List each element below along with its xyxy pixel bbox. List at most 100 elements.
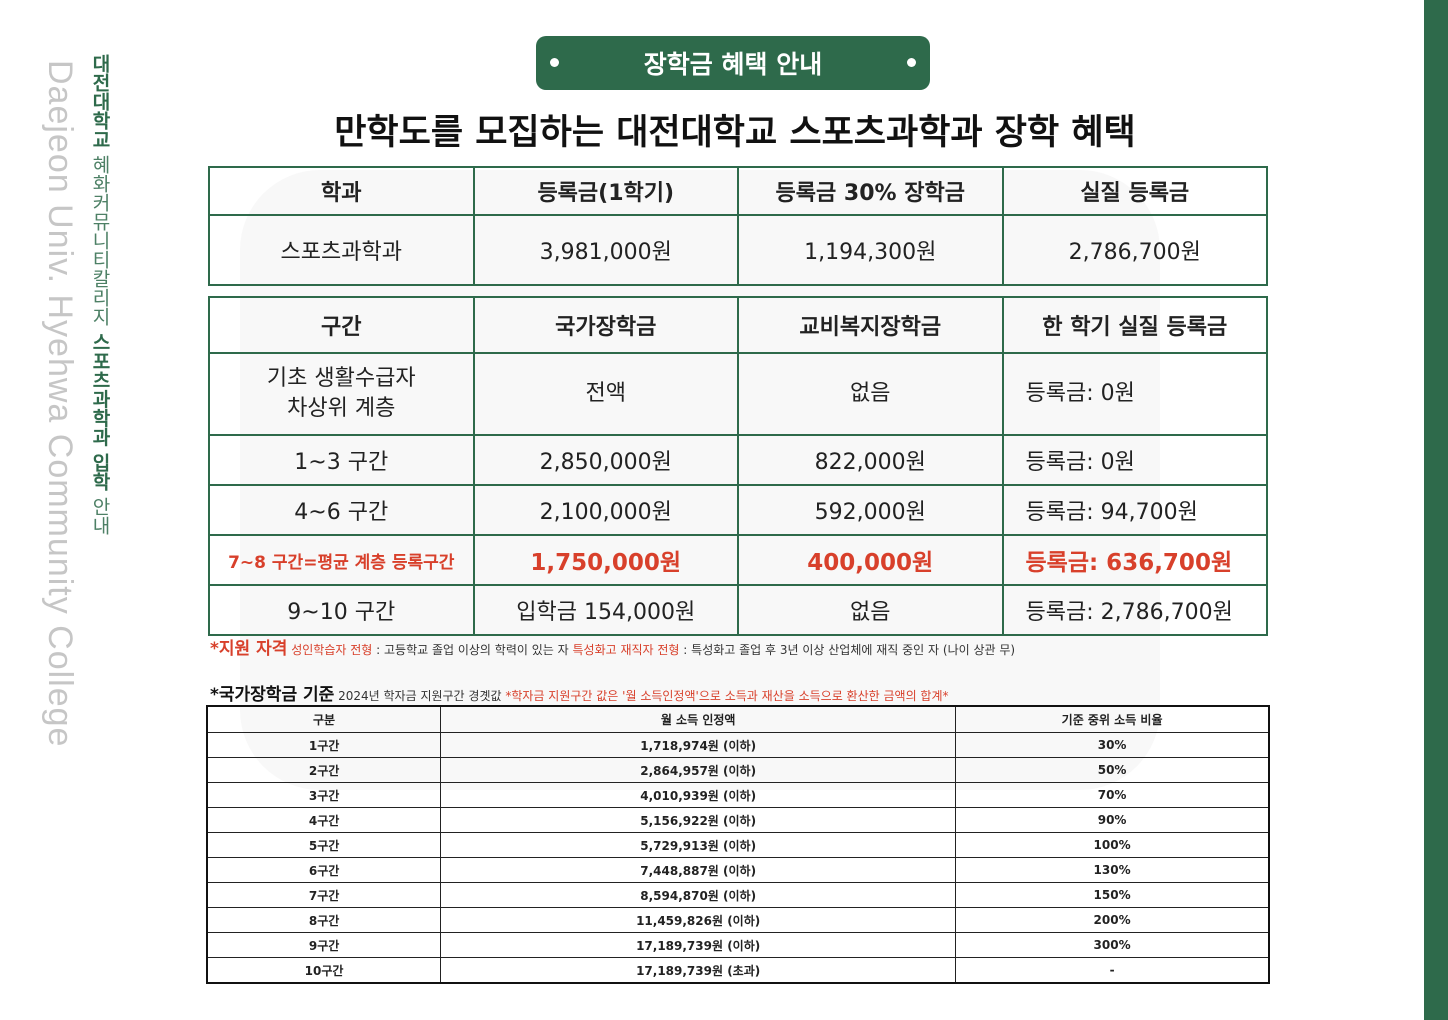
header-cell: 학과 bbox=[208, 166, 475, 216]
criteria-label: *국가장학금 기준 bbox=[210, 685, 335, 705]
table-row: 2구간 2,864,957원 (이하) 50% bbox=[206, 757, 1270, 783]
table-cell: 3,981,000원 bbox=[472, 214, 739, 286]
bullet-dot-icon bbox=[907, 58, 916, 67]
table-cell: 2구간 bbox=[206, 757, 442, 783]
table-cell: 등록금: 0원 bbox=[1001, 352, 1268, 436]
table-header-row: 구간 국가장학금 교비복지장학금 한 학기 실질 등록금 bbox=[208, 296, 1268, 354]
header-cell: 구분 bbox=[206, 705, 442, 733]
right-accent-bar bbox=[1424, 0, 1448, 1020]
table-cell: 592,000원 bbox=[737, 484, 1004, 536]
table-cell: 2,786,700원 bbox=[1001, 214, 1268, 286]
table-cell: 300% bbox=[955, 932, 1270, 958]
table-cell: 1,750,000원 bbox=[472, 534, 739, 586]
header-cell: 월 소득 인정액 bbox=[440, 705, 957, 733]
table-cell: 17,189,739원 (이하) bbox=[440, 932, 957, 958]
income-bracket-table: 구분 월 소득 인정액 기준 중위 소득 비율 1구간 1,718,974원 (이… bbox=[206, 705, 1270, 984]
cell-line: 차상위 계층 bbox=[287, 396, 396, 421]
side-kr-bold1: 대전대학교 bbox=[89, 54, 111, 149]
table-cell: 1구간 bbox=[206, 732, 442, 758]
table-row: 9구간 17,189,739원 (이하) 300% bbox=[206, 932, 1270, 958]
table-cell: 5,729,913원 (이하) bbox=[440, 832, 957, 858]
table-cell: 없음 bbox=[737, 584, 1004, 636]
table-cell: 입학금 154,000원 bbox=[472, 584, 739, 636]
side-korean-caption: 대전대학교 혜화커뮤니티칼리지 스포츠과학과 입학 안내 bbox=[48, 54, 118, 954]
table-cell: 3구간 bbox=[206, 782, 442, 808]
eligibility-desc1: : 고등학교 졸업 이상의 학력이 있는 자 bbox=[372, 643, 573, 657]
side-vertical-caption: Daejeon Univ. Hyehwa Community College bbox=[8, 60, 79, 960]
table-header-row: 학과 등록금(1학기) 등록금 30% 장학금 실질 등록금 bbox=[208, 166, 1268, 216]
table-cell: 1,194,300원 bbox=[737, 214, 1004, 286]
section-badge: 장학금 혜택 안내 bbox=[536, 36, 930, 90]
criteria-footnote: *학자금 지원구간 값은 '월 소득인정액'으로 소득과 재산을 소득으로 환산… bbox=[505, 689, 949, 703]
tuition-table: 학과 등록금(1학기) 등록금 30% 장학금 실질 등록금 스포츠과학과 3,… bbox=[208, 166, 1268, 286]
table-cell: 5,156,922원 (이하) bbox=[440, 807, 957, 833]
table-cell: 4구간 bbox=[206, 807, 442, 833]
table-cell: 4,010,939원 (이하) bbox=[440, 782, 957, 808]
table-row: 8구간 11,459,826원 (이하) 200% bbox=[206, 907, 1270, 933]
side-kr-bold2: 스포츠과학과 입학 bbox=[89, 332, 111, 491]
header-cell: 교비복지장학금 bbox=[737, 296, 1004, 354]
table-cell: 10구간 bbox=[206, 957, 442, 984]
table-cell: 70% bbox=[955, 782, 1270, 808]
header-cell: 등록금(1학기) bbox=[472, 166, 739, 216]
table-cell: 50% bbox=[955, 757, 1270, 783]
header-cell: 기준 중위 소득 비율 bbox=[955, 705, 1270, 733]
side-english-text: Daejeon Univ. Hyehwa Community College bbox=[41, 60, 79, 748]
table-cell: 130% bbox=[955, 857, 1270, 883]
eligibility-note: *지원 자격 성인학습자 전형 : 고등학교 졸업 이상의 학력이 있는 자 특… bbox=[210, 634, 1015, 659]
header-cell: 등록금 30% 장학금 bbox=[737, 166, 1004, 216]
table-cell: 1~3 구간 bbox=[208, 434, 475, 486]
table-cell: 2,864,957원 (이하) bbox=[440, 757, 957, 783]
table-cell: 90% bbox=[955, 807, 1270, 833]
table-row: 3구간 4,010,939원 (이하) 70% bbox=[206, 782, 1270, 808]
badge-title: 장학금 혜택 안내 bbox=[643, 50, 823, 79]
header-cell: 구간 bbox=[208, 296, 475, 354]
cell-line: 기초 생활수급자 bbox=[266, 366, 416, 391]
table-row: 10구간 17,189,739원 (초과) - bbox=[206, 957, 1270, 984]
table-cell: 150% bbox=[955, 882, 1270, 908]
table-cell: 400,000원 bbox=[737, 534, 1004, 586]
table-cell: 8구간 bbox=[206, 907, 442, 933]
eligibility-label: *지원 자격 bbox=[210, 639, 288, 659]
table-cell: 4~6 구간 bbox=[208, 484, 475, 536]
table-cell: 7구간 bbox=[206, 882, 442, 908]
table-cell: 등록금: 94,700원 bbox=[1001, 484, 1268, 536]
table-row: 4구간 5,156,922원 (이하) 90% bbox=[206, 807, 1270, 833]
table-cell: 전액 bbox=[472, 352, 739, 436]
header-cell: 국가장학금 bbox=[472, 296, 739, 354]
bullet-dot-icon bbox=[550, 58, 559, 67]
table-cell: 9구간 bbox=[206, 932, 442, 958]
highlighted-table-row: 7~8 구간=평균 계층 등록구간 1,750,000원 400,000원 등록… bbox=[208, 534, 1268, 586]
table-cell: 없음 bbox=[737, 352, 1004, 436]
table-cell: 7~8 구간=평균 계층 등록구간 bbox=[208, 534, 475, 586]
table-cell: 30% bbox=[955, 732, 1270, 758]
table-cell: 100% bbox=[955, 832, 1270, 858]
table-cell: 822,000원 bbox=[737, 434, 1004, 486]
table-row: 7구간 8,594,870원 (이하) 150% bbox=[206, 882, 1270, 908]
header-cell: 한 학기 실질 등록금 bbox=[1001, 296, 1268, 354]
side-kr-light2: 안내 bbox=[89, 496, 111, 535]
table-cell: 9~10 구간 bbox=[208, 584, 475, 636]
table-row: 4~6 구간 2,100,000원 592,000원 등록금: 94,700원 bbox=[208, 484, 1268, 536]
table-cell: 1,718,974원 (이하) bbox=[440, 732, 957, 758]
eligibility-desc2: : 특성화고 졸업 후 3년 이상 산업체에 재직 중인 자 (나이 상관 무) bbox=[679, 643, 1016, 657]
table-cell: - bbox=[955, 957, 1270, 984]
table-row: 1구간 1,718,974원 (이하) 30% bbox=[206, 732, 1270, 758]
table-cell: 2,100,000원 bbox=[472, 484, 739, 536]
table-cell: 등록금: 2,786,700원 bbox=[1001, 584, 1268, 636]
table-cell: 200% bbox=[955, 907, 1270, 933]
table-cell: 7,448,887원 (이하) bbox=[440, 857, 957, 883]
table-row: 스포츠과학과 3,981,000원 1,194,300원 2,786,700원 bbox=[208, 214, 1268, 286]
side-kr-light1: 혜화커뮤니티칼리지 bbox=[89, 155, 111, 327]
eligibility-type2: 특성화고 재직자 전형 bbox=[572, 643, 680, 657]
table-cell: 2,850,000원 bbox=[472, 434, 739, 486]
table-cell: 등록금: 636,700원 bbox=[1001, 534, 1268, 586]
header-cell: 실질 등록금 bbox=[1001, 166, 1268, 216]
table-row: 6구간 7,448,887원 (이하) 130% bbox=[206, 857, 1270, 883]
table-cell: 11,459,826원 (이하) bbox=[440, 907, 957, 933]
eligibility-type1: 성인학습자 전형 bbox=[291, 643, 373, 657]
criteria-sub: 2024년 학자금 지원구간 경곗값 bbox=[334, 689, 506, 703]
table-row: 1~3 구간 2,850,000원 822,000원 등록금: 0원 bbox=[208, 434, 1268, 486]
